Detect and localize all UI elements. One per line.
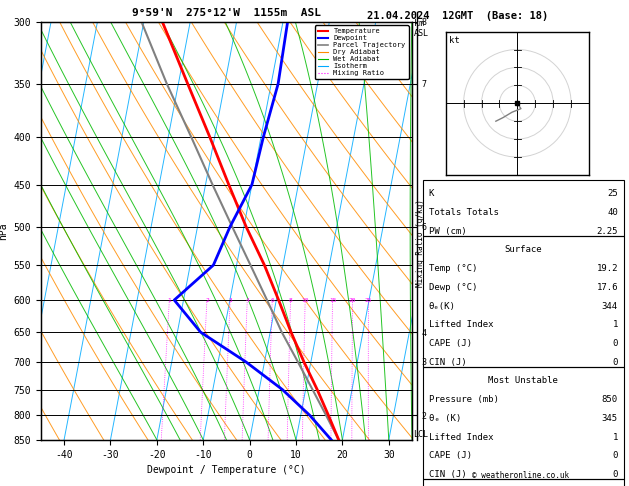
Text: 25: 25: [365, 297, 372, 303]
Text: Most Unstable: Most Unstable: [488, 376, 559, 385]
Text: 0: 0: [613, 451, 618, 460]
Text: © weatheronline.co.uk: © weatheronline.co.uk: [472, 471, 569, 480]
Legend: Temperature, Dewpoint, Parcel Trajectory, Dry Adiabat, Wet Adiabat, Isotherm, Mi: Temperature, Dewpoint, Parcel Trajectory…: [314, 25, 408, 79]
Text: Temp (°C): Temp (°C): [429, 264, 477, 273]
Text: CAPE (J): CAPE (J): [429, 339, 472, 348]
Text: LCL: LCL: [413, 430, 428, 439]
Text: 0: 0: [613, 358, 618, 366]
Text: 1: 1: [613, 433, 618, 442]
Text: 40: 40: [607, 208, 618, 217]
Text: Totals Totals: Totals Totals: [429, 208, 499, 217]
Text: 19.2: 19.2: [596, 264, 618, 273]
Text: 345: 345: [602, 414, 618, 423]
Text: PW (cm): PW (cm): [429, 226, 466, 236]
Text: 15: 15: [329, 297, 337, 303]
Text: 21.04.2024  12GMT  (Base: 18): 21.04.2024 12GMT (Base: 18): [367, 11, 548, 21]
Text: Mixing Ratio (g/kg): Mixing Ratio (g/kg): [416, 199, 425, 287]
Text: Surface: Surface: [504, 245, 542, 254]
Text: 17.6: 17.6: [596, 283, 618, 292]
Text: 344: 344: [602, 301, 618, 311]
Text: 2: 2: [205, 297, 209, 303]
Text: θₑ(K): θₑ(K): [429, 301, 455, 311]
X-axis label: Dewpoint / Temperature (°C): Dewpoint / Temperature (°C): [147, 465, 306, 475]
Text: 10: 10: [301, 297, 309, 303]
Text: 4: 4: [245, 297, 249, 303]
Text: 1: 1: [613, 320, 618, 329]
Text: 1: 1: [167, 297, 171, 303]
Text: CIN (J): CIN (J): [429, 358, 466, 366]
Text: kt: kt: [448, 36, 459, 45]
Text: 850: 850: [602, 395, 618, 404]
Text: ASL: ASL: [414, 29, 429, 38]
Text: 25: 25: [607, 189, 618, 198]
Text: 0: 0: [613, 339, 618, 348]
Text: 20: 20: [349, 297, 357, 303]
Text: θₑ (K): θₑ (K): [429, 414, 461, 423]
Text: km: km: [414, 19, 424, 29]
Text: Lifted Index: Lifted Index: [429, 320, 493, 329]
Text: 0: 0: [613, 470, 618, 479]
Y-axis label: hPa: hPa: [0, 222, 8, 240]
Text: Dewp (°C): Dewp (°C): [429, 283, 477, 292]
Text: 6: 6: [270, 297, 274, 303]
Title: 9°59'N  275°12'W  1155m  ASL: 9°59'N 275°12'W 1155m ASL: [132, 8, 321, 18]
Text: K: K: [429, 189, 434, 198]
Text: CIN (J): CIN (J): [429, 470, 466, 479]
Text: 3: 3: [228, 297, 232, 303]
Text: Lifted Index: Lifted Index: [429, 433, 493, 442]
Text: CAPE (J): CAPE (J): [429, 451, 472, 460]
Text: Pressure (mb): Pressure (mb): [429, 395, 499, 404]
Text: 8: 8: [289, 297, 292, 303]
Text: 2.25: 2.25: [596, 226, 618, 236]
